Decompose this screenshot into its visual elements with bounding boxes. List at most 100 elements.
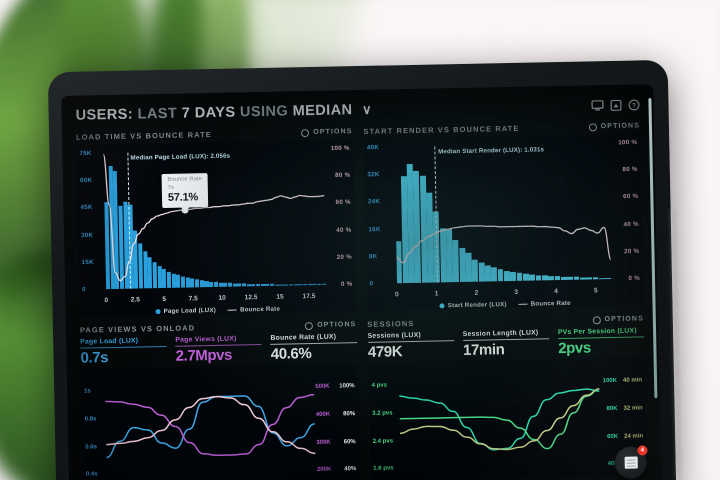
y-axis-tick: 1.6 pvs [373, 465, 394, 473]
panel-header: SESSIONS OPTIONS [367, 314, 644, 329]
metric-value: 479K [367, 343, 403, 361]
metric-label: PVs Per Session (LUX) [557, 327, 637, 337]
document-icon [624, 456, 638, 469]
chart-legend: Start Render (LUX) Bounce Rate [367, 298, 644, 311]
tooltip-value: 57.1% [167, 191, 199, 205]
x-axis-tick: 3 [514, 288, 519, 296]
x-axis-tick: 2 [474, 289, 479, 297]
legend-dot-icon [155, 309, 161, 315]
x-axis-tick: 0 [394, 291, 399, 299]
help-icon[interactable]: ? [628, 99, 640, 111]
y-axis-tick: 75K [79, 149, 92, 158]
chart-load-time-vs-bounce-rate[interactable]: Median Page Load (LUX): 2.056s Bounce Rat… [76, 139, 357, 317]
legend-label: Start Render (LUX) [447, 301, 507, 310]
options-button[interactable]: OPTIONS [305, 321, 356, 330]
metric-label: Sessions (LUX) [367, 331, 422, 340]
tooltip-arrow [181, 207, 190, 213]
panel-sessions: SESSIONS OPTIONS Sessions (LUX) 479K Sessi… [367, 314, 647, 480]
y2-axis-tick: 100 % [330, 144, 350, 153]
y-axis-tick: 0.4s [85, 471, 98, 478]
page-title-users: USERS: [75, 106, 134, 124]
metric-value: 40.6% [270, 345, 312, 363]
options-button[interactable]: OPTIONS [592, 315, 644, 324]
y-axis-tick: 8K [368, 252, 378, 261]
y2-axis-tick: 40 % [623, 220, 639, 228]
legend-item[interactable]: Page Load (LUX) [155, 307, 216, 315]
metric-card[interactable]: Page Load (LUX) 0.7s [80, 337, 167, 367]
chart-legend: Page Load (LUX) Bounce Rate [80, 304, 357, 317]
x-axis-tick: 12.5 [244, 294, 258, 302]
y-axis-tick: 0.6s [85, 443, 98, 451]
legend-item[interactable]: Bounce Rate [518, 300, 571, 308]
chevron-down-icon[interactable]: ∨ [361, 101, 373, 117]
x-axis-tick: 4 [554, 288, 558, 296]
y2-axis-tick: 400K [315, 411, 331, 418]
y2-axis-tick: 20 % [336, 253, 353, 261]
y-axis-tick: 0 [82, 286, 86, 294]
legend-label: Page Load (LUX) [163, 306, 217, 315]
metric-card[interactable]: Bounce Rate (LUX) 40.6% [270, 333, 357, 363]
y-axis-tick: 2.4 pvs [372, 438, 394, 445]
page-title-metric: MEDIAN [292, 102, 353, 120]
panel-title: PAGE VIEWS VS ONLOAD [79, 323, 196, 335]
panel-load-time: LOAD TIME VS BOUNCE RATE OPTIONS Median … [75, 127, 357, 317]
plot-area [398, 364, 601, 476]
page-title-range: 7 DAYS [181, 104, 236, 122]
legend-item[interactable]: Bounce Rate [228, 306, 280, 314]
y-axis-tick: 45K [80, 204, 93, 212]
y3-axis-tick: 32 min [623, 405, 643, 412]
panel-title: LOAD TIME VS BOUNCE RATE [75, 129, 212, 142]
x-axis-tick: 10 [218, 294, 226, 302]
options-button[interactable]: OPTIONS [301, 128, 353, 137]
y2-axis-tick: 80 % [622, 166, 638, 174]
y3-axis-tick: 100% [339, 383, 355, 390]
plot-area [105, 370, 316, 480]
page-title: USERS: LAST 7 DAYS USING MEDIAN ∨ [75, 102, 372, 124]
laptop-screen: USERS: LAST 7 DAYS USING MEDIAN ∨ [61, 84, 662, 480]
chart-start-render-vs-bounce-rate[interactable]: Median Start Render (LUX): 1.031s 0 8K 16K… [363, 133, 644, 311]
monitor-icon[interactable] [591, 99, 604, 111]
metric-label: Page Views (LUX) [175, 335, 237, 344]
y-axis-tick: 16K [368, 225, 381, 233]
metric-card[interactable]: Page Views (LUX) 2.7Mpvs [175, 335, 262, 365]
y2-axis-tick: 60 % [622, 193, 639, 201]
panel-title: SESSIONS [367, 318, 415, 329]
y3-axis-tick: 40% [344, 466, 357, 473]
y2-axis-tick: 100 % [618, 138, 638, 147]
panel-start-render: START RENDER VS BOUNCE RATE OPTIONS Medi… [363, 121, 644, 311]
metric-label: Session Length (LUX) [462, 329, 539, 338]
options-label: OPTIONS [600, 122, 641, 131]
y-axis-tick: 24K [367, 198, 381, 206]
x-axis-tick: 2.5 [130, 296, 140, 304]
x-axis-tick: 7.5 [188, 295, 198, 303]
chart-page-views-vs-onload[interactable]: 0.4s 0.6s 0.8s 1s 200K 300K 400K 500K 40% 60% 80% 1… [80, 363, 360, 480]
metric-card[interactable]: Session Length (LUX) 17min [462, 329, 550, 359]
y3-axis-tick: 60% [343, 438, 356, 446]
page-title-using: USING [239, 103, 289, 121]
y2-axis-tick: 40 % [336, 226, 352, 234]
page-title-last: LAST [137, 105, 178, 123]
y2-axis-tick: 60K [607, 433, 619, 440]
legend-label: Bounce Rate [239, 305, 281, 314]
gear-icon [588, 122, 597, 131]
options-button[interactable]: OPTIONS [588, 122, 641, 131]
x-axis-tick: 17.5 [302, 292, 316, 301]
dashboard-header: USERS: LAST 7 DAYS USING MEDIAN ∨ [75, 96, 640, 124]
legend-line-icon [518, 303, 528, 306]
legend-line-icon [228, 309, 238, 311]
y2-axis-tick: 80K [606, 405, 618, 413]
export-icon[interactable] [610, 99, 622, 111]
y-axis-tick: 15K [81, 258, 94, 266]
metric-value: 2.7Mpvs [175, 346, 233, 365]
metric-label: Bounce Rate (LUX) [270, 333, 337, 342]
metric-card[interactable]: PVs Per Session (LUX) 2pvs [557, 327, 645, 358]
y3-axis-tick: 80% [343, 411, 356, 418]
legend-dot-icon [439, 303, 445, 309]
metric-card[interactable]: Sessions (LUX) 479K [367, 331, 455, 361]
y-axis-tick: 1s [84, 388, 91, 395]
y-axis-tick: 3.2 pvs [372, 410, 393, 417]
legend-item[interactable]: Start Render (LUX) [439, 301, 507, 310]
metric-value: 2pvs [558, 339, 591, 358]
metric-strip: Sessions (LUX) 479K Session Length (LUX) 17… [367, 327, 645, 361]
